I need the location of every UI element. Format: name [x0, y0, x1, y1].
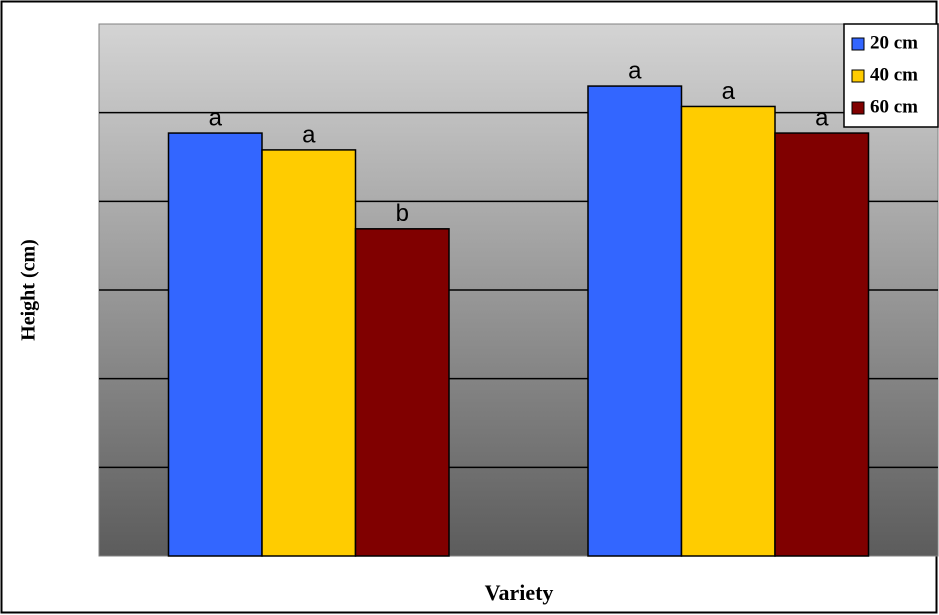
bar: [354, 228, 450, 557]
bar-letter: a: [628, 57, 642, 84]
y-axis-title: Height (cm): [18, 239, 40, 341]
bar-letter: b: [396, 200, 409, 227]
bar: [167, 132, 263, 557]
legend-swatch: [851, 69, 865, 83]
x-axis-title: Variety: [485, 580, 554, 605]
legend-label: 60 cm: [870, 96, 918, 117]
bar: [587, 85, 683, 557]
bar: [774, 132, 870, 557]
bar: [261, 149, 357, 557]
legend-label: 20 cm: [870, 32, 918, 53]
legend-label: 40 cm: [870, 64, 918, 85]
bar: [680, 105, 776, 557]
legend-swatch: [851, 37, 865, 51]
bar-letter: a: [815, 104, 829, 131]
bar-letter: a: [209, 104, 223, 131]
legend-swatch: [851, 101, 865, 115]
bar-letter: a: [302, 121, 316, 148]
bar-letter: a: [722, 78, 736, 105]
